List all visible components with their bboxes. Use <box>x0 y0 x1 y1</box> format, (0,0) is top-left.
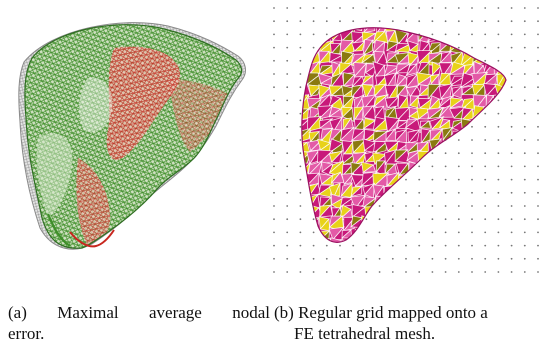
caption-b-line1: (b) Regular grid mapped onto a <box>274 303 488 322</box>
caption-a: (a) Maximal average nodal error. <box>8 302 270 344</box>
panel-b-regular-grid-mesh <box>268 0 547 286</box>
liver-outline-green <box>24 24 243 249</box>
liver-outline <box>301 27 507 243</box>
liver-error-mesh-image <box>18 22 246 250</box>
panel-a-maximal-error-mesh <box>18 18 268 258</box>
tetrahedral-mesh-triangles <box>301 27 507 243</box>
caption-b-line2: FE tetrahedral mesh. <box>294 324 436 343</box>
caption-a-word: nodal <box>232 303 270 322</box>
liver-outline-red-edge <box>69 229 115 248</box>
liver-outline-green-edge <box>46 213 71 247</box>
tetrahedral-mesh-body <box>301 27 507 243</box>
caption-a-line1: (a) Maximal average nodal <box>8 302 270 323</box>
caption-a-line2: error. <box>8 324 45 343</box>
caption-a-word: average <box>148 303 202 322</box>
caption-b: (b) Regular grid mapped onto a FE tetrah… <box>274 302 546 344</box>
caption-a-word: Maximal <box>57 303 119 322</box>
caption-a-word: (a) <box>8 303 27 322</box>
liver-tetrahedral-grid-image <box>273 7 539 273</box>
